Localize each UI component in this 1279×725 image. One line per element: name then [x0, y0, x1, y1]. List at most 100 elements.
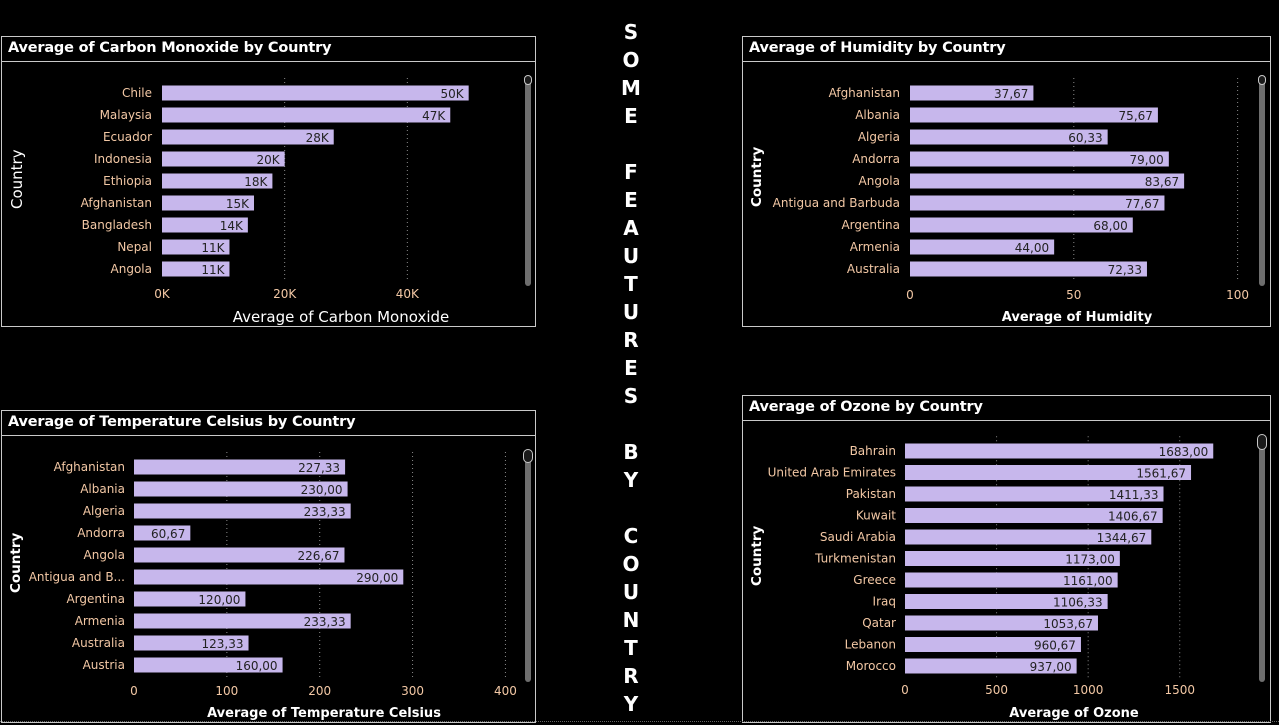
category-label: Qatar [862, 616, 896, 630]
data-label: 1406,67 [1108, 510, 1158, 524]
data-label: 1561,67 [1136, 467, 1186, 481]
bar [134, 569, 404, 585]
category-label: Albania [80, 482, 125, 496]
x-tick-label: 500 [985, 683, 1008, 697]
data-label: 44,00 [1015, 241, 1049, 255]
bar [162, 195, 254, 211]
scrollbar[interactable] [525, 451, 531, 682]
category-label: Turkmenistan [814, 552, 896, 566]
x-tick-label: 100 [215, 684, 238, 698]
data-label: 1344,67 [1097, 531, 1147, 545]
data-label: 1106,33 [1053, 596, 1103, 610]
y-axis-label: Country [8, 532, 24, 593]
category-label: Albania [855, 108, 900, 122]
bar [134, 525, 191, 541]
scrollbar-thumb[interactable] [1258, 75, 1266, 85]
bar [910, 173, 1185, 189]
bar [134, 481, 348, 497]
bar [134, 613, 351, 629]
chart-title: Average of Temperature Celsius by Countr… [2, 411, 535, 436]
x-tick-label: 40K [396, 287, 420, 301]
data-label: 72,33 [1108, 263, 1142, 277]
category-label: Chile [122, 86, 152, 100]
category-label: Malaysia [100, 108, 152, 122]
data-label: 11K [201, 241, 225, 255]
x-axis-title: Average of Carbon Monoxide [233, 308, 450, 326]
category-label: Algeria [858, 130, 900, 144]
bar [162, 261, 230, 277]
category-label: Antigua and Barbuda [773, 196, 900, 210]
data-label: 20K [257, 153, 281, 167]
y-axis-label: Country [8, 149, 26, 209]
scrollbar[interactable] [1259, 77, 1265, 286]
chart-panel-humidity: Average of Humidity by Country Afghanist… [742, 36, 1271, 327]
chart-title: Average of Humidity by Country [743, 37, 1270, 62]
bar [905, 594, 1108, 609]
category-label: Pakistan [846, 487, 896, 501]
bar [910, 239, 1055, 255]
data-label: 15K [226, 197, 250, 211]
category-label: Andorra [852, 152, 900, 166]
bar [910, 129, 1108, 145]
humidity-bar-chart: Afghanistan 37,67 Albania 75,67 Algeria 60,33… [773, 78, 1249, 325]
category-label: Iraq [873, 595, 896, 609]
category-label: Greece [853, 573, 896, 587]
x-tick-label: 200 [308, 684, 331, 698]
data-label: 226,67 [297, 549, 339, 563]
category-label: Austria [83, 658, 125, 672]
scrollbar[interactable] [1259, 436, 1265, 682]
scrollbar-thumb[interactable] [1257, 434, 1267, 450]
data-label: 68,00 [1093, 219, 1127, 233]
x-tick-label: 300 [401, 684, 424, 698]
category-label: Algeria [83, 504, 125, 518]
temperature-bar-chart: Afghanistan 227,33 Albania 230,00 Algeria 233… [29, 452, 517, 721]
bar [134, 459, 346, 475]
scrollbar-thumb[interactable] [524, 75, 532, 85]
category-label: Andorra [77, 526, 125, 540]
data-label: 290,00 [356, 571, 398, 585]
data-label: 28K [306, 131, 330, 145]
data-label: 120,00 [198, 593, 240, 607]
bar [910, 85, 1034, 101]
scrollbar[interactable] [525, 77, 531, 286]
category-label: Armenia [75, 614, 125, 628]
data-label: 83,67 [1145, 175, 1179, 189]
bar [134, 503, 351, 519]
category-label: Afghanistan [54, 460, 125, 474]
x-tick-label: 0 [901, 683, 909, 697]
bar [905, 529, 1152, 545]
bar [162, 239, 230, 255]
data-label: 160,00 [236, 659, 278, 673]
bar [162, 151, 285, 167]
category-label: Indonesia [94, 152, 152, 166]
bar [162, 85, 469, 101]
chart-title: Average of Carbon Monoxide by Country [2, 37, 535, 62]
category-label: Bahrain [850, 444, 896, 458]
data-label: 79,00 [1129, 153, 1163, 167]
ozone-bar-chart: Bahrain 1683,00 United Arab Emirates 1561,6… [768, 436, 1214, 721]
x-tick-label: 400 [494, 684, 517, 698]
bar [134, 657, 283, 673]
category-label: Angola [84, 548, 125, 562]
page-bottom-divider [0, 721, 1279, 722]
scrollbar-thumb[interactable] [523, 449, 533, 463]
bar [162, 217, 248, 233]
chart-panel-ozone: Average of Ozone by Country Bahrain 1683,… [742, 395, 1271, 723]
x-axis-title: Average of Temperature Celsius [207, 706, 441, 721]
data-label: 1161,00 [1063, 574, 1113, 588]
y-axis-label: Country [749, 525, 765, 586]
bar [134, 635, 249, 651]
bar [905, 658, 1077, 674]
x-tick-label: 0K [154, 287, 171, 301]
category-label: Argentina [66, 592, 125, 606]
data-label: 230,00 [301, 483, 343, 497]
x-tick-label: 100 [1226, 288, 1249, 302]
data-label: 227,33 [298, 461, 340, 475]
bar [162, 107, 451, 123]
data-label: 937,00 [1030, 660, 1072, 674]
bar [905, 615, 1098, 631]
category-label: Angola [859, 174, 900, 188]
category-label: Argentina [841, 218, 900, 232]
category-label: Afghanistan [829, 86, 900, 100]
